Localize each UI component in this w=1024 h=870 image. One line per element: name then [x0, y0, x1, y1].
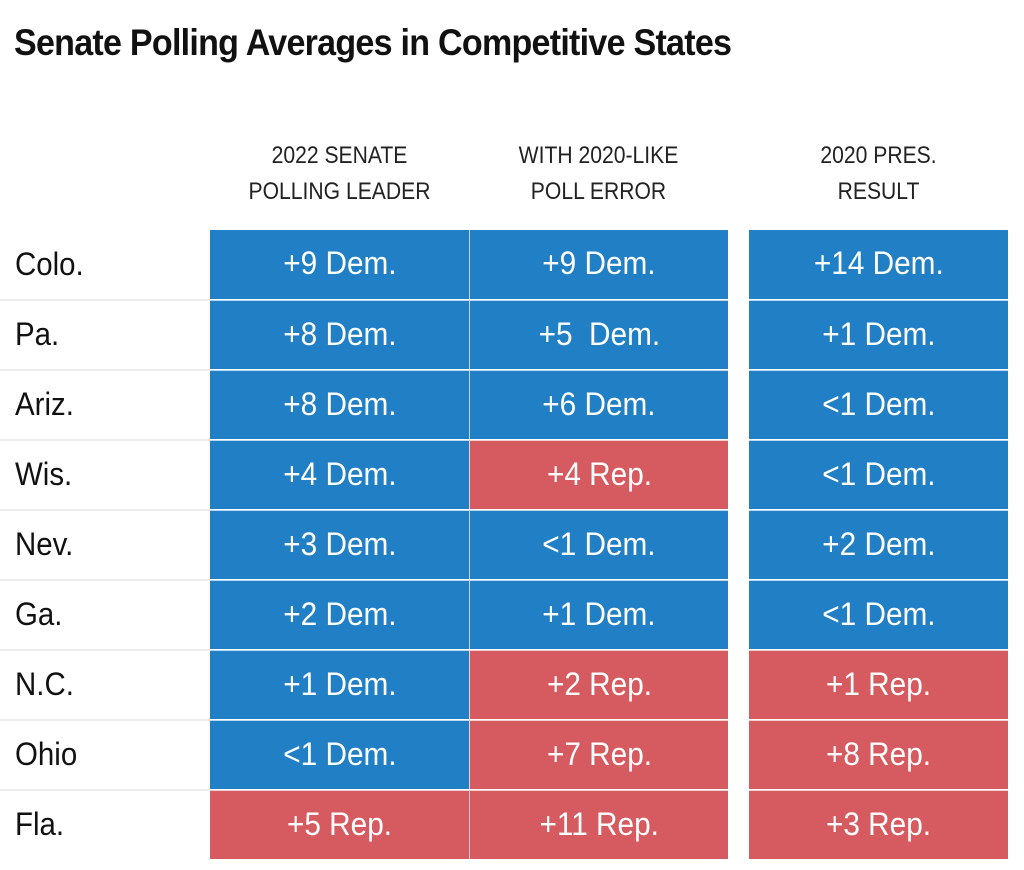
column-header-1: 2022 SENATE POLLING LEADER	[248, 142, 431, 205]
table-cell-dem: +2 Dem.	[749, 510, 1008, 579]
cell-value: +2 Dem.	[821, 526, 936, 562]
cell-value: +1 Rep.	[825, 666, 932, 702]
cell-value: <1 Dem.	[821, 456, 936, 492]
row-divider	[0, 649, 210, 651]
row-divider	[0, 369, 210, 371]
state-label: Ohio	[15, 736, 78, 772]
cell-value: <1 Dem.	[542, 526, 656, 562]
table-cell-dem: +2 Dem.	[210, 580, 469, 649]
cell-value: +4 Rep.	[546, 456, 652, 492]
row-divider	[0, 789, 210, 791]
cell-value: +1 Dem.	[542, 596, 656, 632]
cell-value: +1 Dem.	[821, 316, 936, 352]
table-cell-dem: +9 Dem.	[469, 230, 728, 299]
cell-value: +5 Rep.	[286, 806, 393, 842]
row-divider	[0, 579, 210, 581]
cell-value: +14 Dem.	[813, 245, 944, 281]
table-cell-dem: <1 Dem.	[749, 370, 1008, 439]
row-divider	[0, 509, 210, 511]
column-header-2: WITH 2020-LIKE POLL ERROR	[518, 142, 679, 205]
state-label: Colo.	[15, 246, 84, 282]
chart-title: Senate Polling Averages in Competitive S…	[14, 22, 732, 63]
table-cell-dem: <1 Dem.	[469, 510, 728, 579]
cell-value: +4 Dem.	[282, 456, 397, 492]
table-cell-dem: +8 Dem.	[210, 370, 469, 439]
table-cell-rep: +4 Rep.	[469, 440, 728, 509]
cell-value: <1 Dem.	[282, 736, 397, 772]
state-label: Ariz.	[15, 386, 74, 422]
table-cell-rep: +11 Rep.	[469, 790, 728, 859]
state-label: Wis.	[15, 456, 73, 492]
table-cell-dem: +8 Dem.	[210, 300, 469, 369]
cell-value: +9 Dem.	[542, 245, 656, 281]
table-cell-dem: +1 Dem.	[469, 580, 728, 649]
cell-value: +9 Dem.	[282, 245, 397, 281]
column-header-3: 2020 PRES. RESULT	[820, 142, 937, 205]
row-divider	[0, 719, 210, 721]
cell-value: +8 Dem.	[282, 316, 397, 352]
state-label: Nev.	[15, 526, 74, 562]
row-divider	[0, 439, 210, 441]
table-cell-rep: +5 Rep.	[210, 790, 469, 859]
state-label: Fla.	[15, 806, 65, 842]
table-cell-dem: <1 Dem.	[749, 440, 1008, 509]
table-cell-dem: +1 Dem.	[210, 650, 469, 719]
table-cell-dem: +6 Dem.	[469, 370, 728, 439]
table-cell-dem: <1 Dem.	[749, 580, 1008, 649]
cell-value: +8 Rep.	[825, 736, 932, 772]
cell-value: +6 Dem.	[542, 386, 656, 422]
table-cell-dem: +9 Dem.	[210, 230, 469, 299]
table-cell-rep: +8 Rep.	[749, 720, 1008, 789]
state-label: N.C.	[15, 666, 74, 702]
cell-value: +1 Dem.	[282, 666, 397, 702]
table-cell-dem: +14 Dem.	[749, 230, 1008, 299]
row-divider	[0, 299, 210, 301]
table-cell-dem: <1 Dem.	[210, 720, 469, 789]
cell-value: +2 Dem.	[282, 596, 397, 632]
cell-value: +8 Dem.	[282, 386, 397, 422]
table-cell-rep: +2 Rep.	[469, 650, 728, 719]
cell-value: +2 Rep.	[546, 666, 652, 702]
table-cell-dem: +3 Dem.	[210, 510, 469, 579]
cell-value: <1 Dem.	[821, 386, 936, 422]
table-cell-rep: +1 Rep.	[749, 650, 1008, 719]
cell-value: +5 Dem.	[538, 316, 660, 352]
table-cell-rep: +3 Rep.	[749, 790, 1008, 859]
cell-value: +3 Dem.	[282, 526, 397, 562]
table-cell-rep: +7 Rep.	[469, 720, 728, 789]
cell-value: <1 Dem.	[821, 596, 936, 632]
table-cell-dem: +4 Dem.	[210, 440, 469, 509]
table-cell-dem: +1 Dem.	[749, 300, 1008, 369]
table-cell-dem: +5 Dem.	[469, 300, 728, 369]
cell-value: +7 Rep.	[546, 736, 652, 772]
state-label: Pa.	[15, 316, 60, 352]
cell-value: +11 Rep.	[539, 806, 659, 842]
state-label: Ga.	[15, 596, 63, 632]
cell-value: +3 Rep.	[825, 806, 932, 842]
